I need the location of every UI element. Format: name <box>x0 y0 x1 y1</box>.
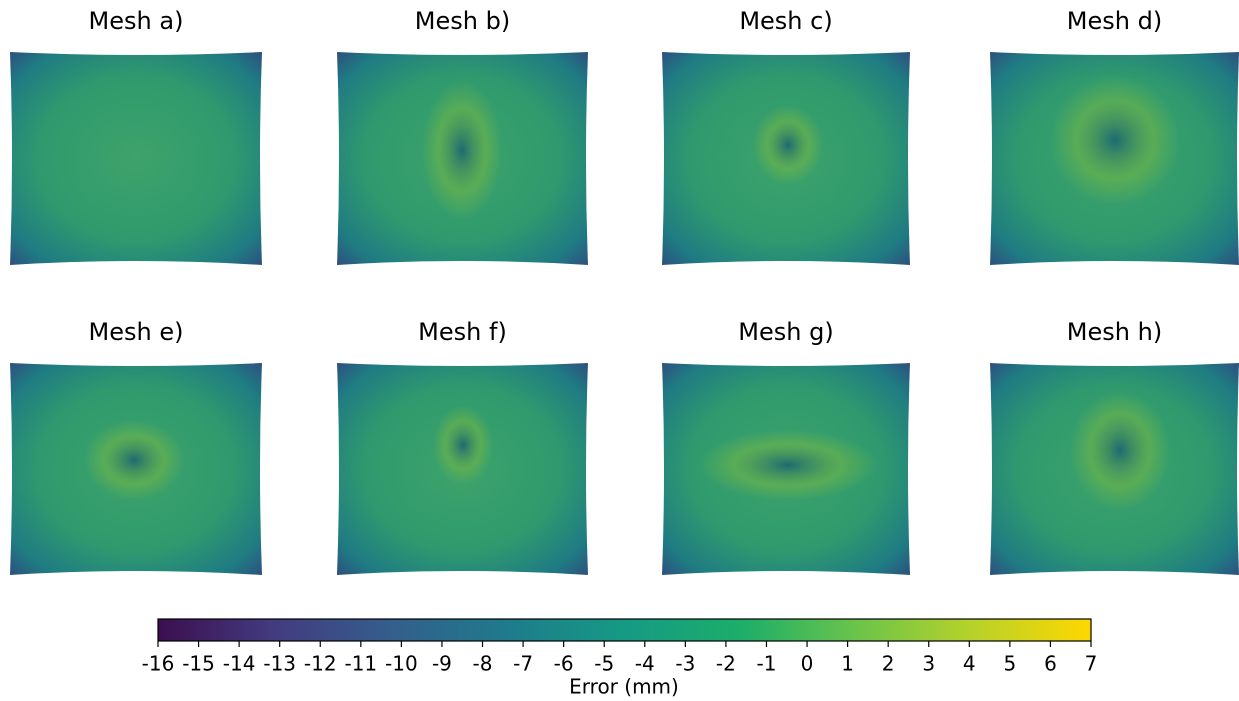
tick-label: -14 <box>223 652 256 676</box>
mesh-defect <box>433 405 493 485</box>
mesh-defect <box>422 80 502 220</box>
tick-label: -6 <box>554 652 574 676</box>
tick-label: 4 <box>963 652 976 676</box>
mesh-surface <box>10 52 262 265</box>
panel-title: Mesh c) <box>739 7 832 35</box>
panels <box>10 52 1239 575</box>
mesh-defect <box>1050 75 1180 205</box>
tick-label: 5 <box>1004 652 1017 676</box>
tick-label: -2 <box>716 652 736 676</box>
tick-label: -1 <box>757 652 777 676</box>
tick-label: -13 <box>263 652 296 676</box>
tick-label: -3 <box>675 652 695 676</box>
tick-label: -5 <box>594 652 614 676</box>
tick-label: -7 <box>513 652 533 676</box>
mesh-defect <box>1070 390 1170 510</box>
tick-label: -8 <box>473 652 493 676</box>
tick-label: -15 <box>182 652 215 676</box>
tick-label: -11 <box>344 652 377 676</box>
tick-label: 6 <box>1044 652 1057 676</box>
tick-label: -10 <box>385 652 418 676</box>
mesh-defect <box>84 420 184 500</box>
panel-title: Mesh g) <box>738 318 833 346</box>
tick-label: 2 <box>882 652 895 676</box>
panel-title: Mesh h) <box>1067 318 1162 346</box>
tick-label: 7 <box>1085 652 1098 676</box>
mesh-defect <box>698 430 878 500</box>
panel-title: Mesh f) <box>418 318 507 346</box>
mesh-defect <box>753 105 823 185</box>
panel-title: Mesh e) <box>89 318 184 346</box>
panel-title: Mesh b) <box>415 7 510 35</box>
colorbar <box>158 619 1091 641</box>
panel-title: Mesh a) <box>89 7 184 35</box>
tick-label: -4 <box>635 652 655 676</box>
tick-label: 0 <box>801 652 814 676</box>
panel-title: Mesh d) <box>1067 7 1162 35</box>
figure: Error (mm) Mesh a) Mesh b) Mesh c) Mesh d) M… <box>0 0 1239 701</box>
tick-label: 1 <box>841 652 854 676</box>
tick-label: -16 <box>142 652 175 676</box>
tick-label: -12 <box>304 652 337 676</box>
colorbar-label: Error (mm) <box>569 675 679 699</box>
tick-label: 3 <box>922 652 935 676</box>
tick-label: -9 <box>432 652 452 676</box>
